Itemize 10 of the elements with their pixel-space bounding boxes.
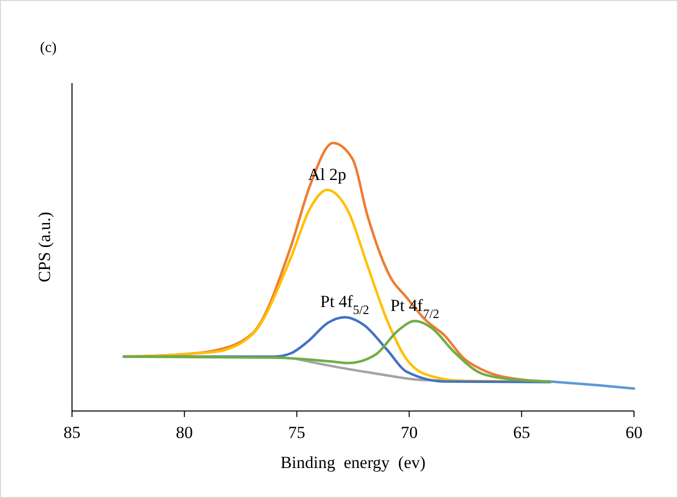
y-axis-title: CPS (a.u.) xyxy=(35,212,54,282)
chart-title: (c) xyxy=(40,40,57,56)
x-tick-label: 65 xyxy=(513,423,530,442)
x-tick-label: 70 xyxy=(400,423,418,442)
x-tick-label: 60 xyxy=(626,423,642,442)
annotation: Pt 4f$_{5/2}$ xyxy=(320,292,370,318)
x-tick-label: 85 xyxy=(64,423,80,442)
x-axis-title: Binding energy (ev) xyxy=(280,453,426,472)
x-tick-label: 80 xyxy=(176,423,193,442)
x-tick-label: 75 xyxy=(288,423,306,442)
